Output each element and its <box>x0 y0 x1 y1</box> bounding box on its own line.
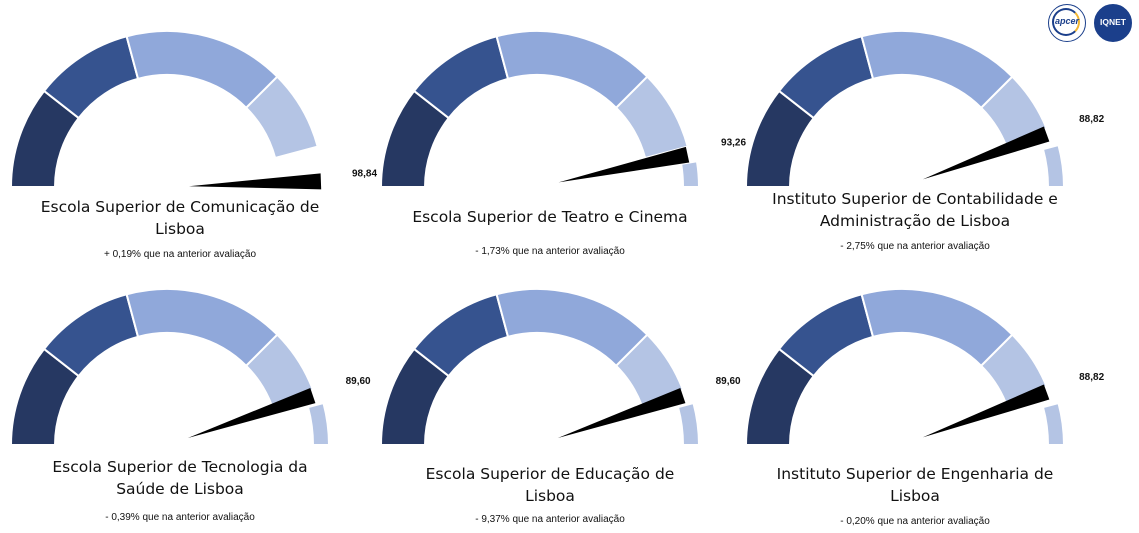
gauge-title-line: Saúde de Lisboa <box>116 480 244 498</box>
gauge-needle <box>558 146 690 183</box>
gauge-title-line: Escola Superior de Comunicação de <box>40 198 320 216</box>
gauge-change-label: - 1,73% que na anterior avaliação <box>475 246 625 257</box>
gauge-band-5 <box>676 401 701 446</box>
gauge-title: Escola Superior de Educação de Lisboa <box>370 463 730 507</box>
iqnet-badge-label: IQNET <box>1100 17 1126 27</box>
gauge-change-label: - 0,39% que na anterior avaliação <box>105 512 255 523</box>
gauge-value-label: 88,82 <box>1079 114 1104 125</box>
gauge-change-label: - 0,20% que na anterior avaliação <box>840 516 990 527</box>
gauge-title: Instituto Superior de Engenharia de Lisbo… <box>735 463 1095 507</box>
gauge-band-3 <box>860 30 1014 110</box>
gauge-card: 88,82 Instituto Superior de Contabilidade… <box>735 0 1105 265</box>
gauge-chart: 93,26 <box>379 30 746 188</box>
gauge-title: Instituto Superior de Contabilidade e Adm… <box>735 188 1095 232</box>
gauge-change-label: - 9,37% que na anterior avaliação <box>475 514 625 525</box>
gauge-card: 88,82 Instituto Superior de Engenharia de… <box>735 258 1105 527</box>
gauge-title: Escola Superior de Comunicação de Lisboa <box>0 196 360 240</box>
gauge-needle <box>188 173 322 190</box>
gauge-value-label: 89,60 <box>716 376 741 387</box>
gauge-title-line: Instituto Superior de Engenharia de <box>776 465 1054 483</box>
gauge-band-5 <box>1041 401 1066 446</box>
gauge-value-label: 89,60 <box>346 376 371 387</box>
gauge-chart: 89,60 <box>9 288 371 446</box>
iqnet-certification-badge: IQNET <box>1094 4 1132 42</box>
gauge-chart: 98,84 <box>9 30 377 190</box>
apcer-certification-badge: apcer <box>1048 4 1086 42</box>
gauge-title-line: Lisboa <box>525 487 575 505</box>
gauge-title: Escola Superior de Tecnologia da Saúde de… <box>0 456 360 500</box>
gauge-change-label: - 2,75% que na anterior avaliação <box>840 241 990 252</box>
gauge-card: 98,84 Escola Superior de Comunicação de Li… <box>0 0 377 265</box>
gauge-card: 93,26 Escola Superior de Teatro e Cinema -… <box>370 0 746 265</box>
gauge-needle <box>557 387 686 438</box>
gauge-title-line: Escola Superior de Educação de <box>425 465 675 483</box>
gauge-title-line: Escola Superior de Teatro e Cinema <box>412 208 688 226</box>
gauge-chart: 89,60 <box>379 288 741 446</box>
gauge-band-4 <box>244 75 319 160</box>
gauge-value-label: 88,82 <box>1079 372 1104 383</box>
gauge-band-5 <box>1041 143 1066 188</box>
gauge-title-line: Instituto Superior de Contabilidade e <box>772 190 1058 208</box>
gauge-band-5 <box>680 160 701 188</box>
gauge-change-label: + 0,19% que na anterior avaliação <box>103 249 257 260</box>
gauge-band-3 <box>125 288 279 368</box>
gauge-band-3 <box>495 288 649 368</box>
gauge-band-3 <box>495 30 649 110</box>
gauge-title-line: Escola Superior de Tecnologia da <box>52 458 308 476</box>
apcer-ring-icon <box>1052 8 1080 36</box>
gauge-title-line: Lisboa <box>155 220 205 238</box>
gauge-card: 89,60 Escola Superior de Tecnologia da Saú… <box>0 258 371 523</box>
gauge-chart: 88,82 <box>744 288 1105 446</box>
apcer-badge-label: apcer <box>1054 16 1080 26</box>
gauge-needle <box>187 387 316 438</box>
gauge-title: Escola Superior de Teatro e Cinema <box>370 206 730 228</box>
gauge-title-line: Administração de Lisboa <box>819 212 1011 230</box>
gauge-band-3 <box>860 288 1014 368</box>
gauge-chart: 88,82 <box>744 30 1105 188</box>
gauge-value-label: 98,84 <box>352 169 377 180</box>
gauge-needle <box>922 384 1050 438</box>
gauge-card: 89,60 Escola Superior de Educação de Lisbo… <box>370 258 741 525</box>
gauge-band-5 <box>306 401 331 446</box>
gauge-needle <box>922 126 1050 180</box>
gauge-band-3 <box>125 30 279 110</box>
gauge-value-label: 93,26 <box>721 138 746 149</box>
gauge-title-line: Lisboa <box>890 487 940 505</box>
